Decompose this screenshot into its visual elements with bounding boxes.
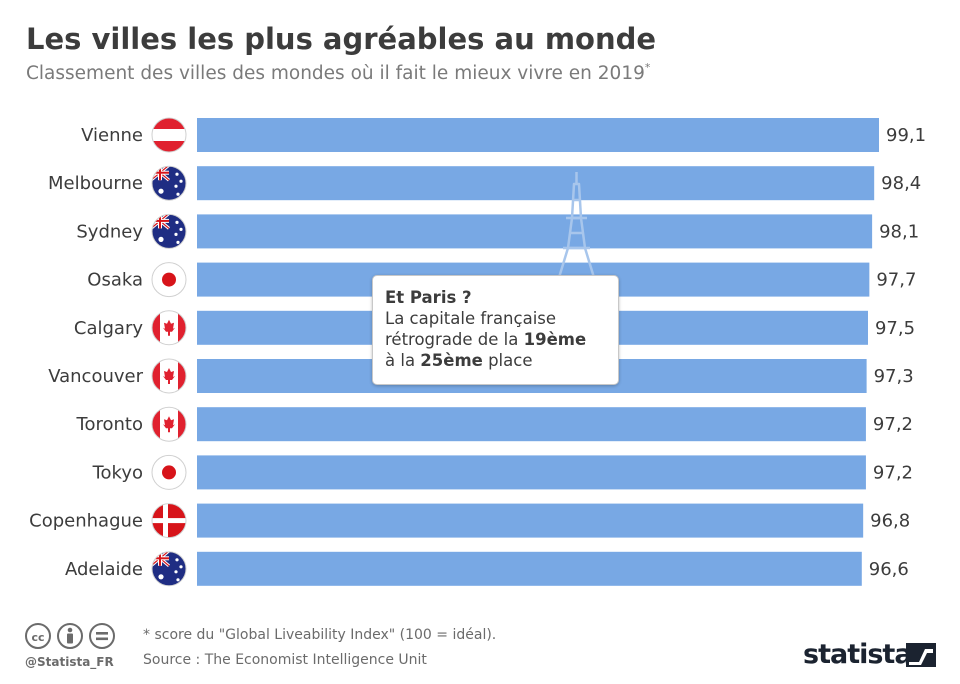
callout-line-1: La capitale française [385,309,557,328]
value-label: 97,2 [873,414,913,435]
japan-flag-icon [152,262,186,297]
canada-flag-icon [152,310,186,345]
statista-logo-icon [906,643,936,667]
attribution-icon [57,623,83,649]
category-label: Tokyo [92,462,143,483]
value-label: 96,8 [870,511,910,532]
bar-adelaide [197,551,862,586]
source-note: Source : The Economist Intelligence Unit [143,652,427,668]
bar-sydney [197,214,873,249]
license-icons: cc [25,623,115,649]
bar-melbourne [197,166,875,201]
canada-flag-icon [152,407,186,442]
statista-logo-text: statista [803,639,913,670]
category-label: Vancouver [48,366,143,387]
category-label: Calgary [74,318,143,339]
value-label: 97,7 [876,270,916,291]
value-label: 96,6 [869,559,909,580]
callout-line-3-end: place [482,351,533,370]
bar-toronto [197,407,866,442]
subtitle-asterisk: * [644,61,651,74]
svg-text:cc: cc [31,631,44,644]
australia-flag-icon [152,214,186,249]
flag-border [151,262,187,298]
flag-border [151,213,187,249]
subtitle-text: Classement des villes des mondes où il f… [26,63,645,84]
callout-rank-new: 25ème [420,351,483,370]
callout-line-3: à la 25ème place [385,350,606,371]
category-label: Melbourne [48,173,143,194]
callout-line-2: rétrograde de la 19ème [385,329,606,350]
value-label: 99,1 [886,125,926,146]
category-label: Sydney [76,221,143,242]
denmark-flag-icon [152,503,186,538]
australia-flag-icon [152,166,186,201]
no-derivatives-icon [89,623,115,649]
callout-line-2-text: rétrograde de la [385,330,524,349]
chart-title: Les villes les plus agréables au monde [26,22,657,56]
category-label: Toronto [76,414,143,435]
callout-line-3-text: à la [385,351,421,370]
flag-border [151,503,187,539]
austria-flag-icon [152,118,186,152]
flag-border [151,406,187,442]
category-label: Adelaide [65,559,143,580]
chart-subtitle: Classement des villes des mondes où il f… [26,61,651,84]
australia-flag-icon [152,551,186,586]
value-label: 98,1 [879,221,919,242]
japan-flag-icon [152,455,186,490]
cc-icon: cc [25,623,51,649]
category-label: Osaka [87,270,143,291]
flag-border [151,454,187,490]
value-label: 97,2 [873,462,913,483]
callout-title: Et Paris ? [385,288,472,307]
paris-callout: Et Paris ? La capitale française rétrogr… [372,275,619,385]
callout-rank-old: 19ème [523,330,587,349]
footnote: * score du "Global Liveability Index" (1… [143,627,497,643]
social-handle: @Statista_FR [25,655,114,669]
flag-border [151,117,187,153]
value-label: 97,3 [874,366,914,387]
category-label: Copenhague [29,511,143,532]
category-label: Vienne [81,125,143,146]
flag-border [151,310,187,346]
flag-border [151,551,187,587]
flag-border [151,358,187,394]
bar-copenhague [197,503,864,538]
flag-border [151,165,187,201]
value-label: 98,4 [881,173,921,194]
canada-flag-icon [152,359,186,393]
bar-chart: Vienne 99,1 Melbourne 98,4 Sydney 98,1 Osaka 97… [29,117,926,587]
bar-vienne [197,118,879,152]
bar-tokyo [197,455,866,490]
value-label: 97,5 [875,318,915,339]
